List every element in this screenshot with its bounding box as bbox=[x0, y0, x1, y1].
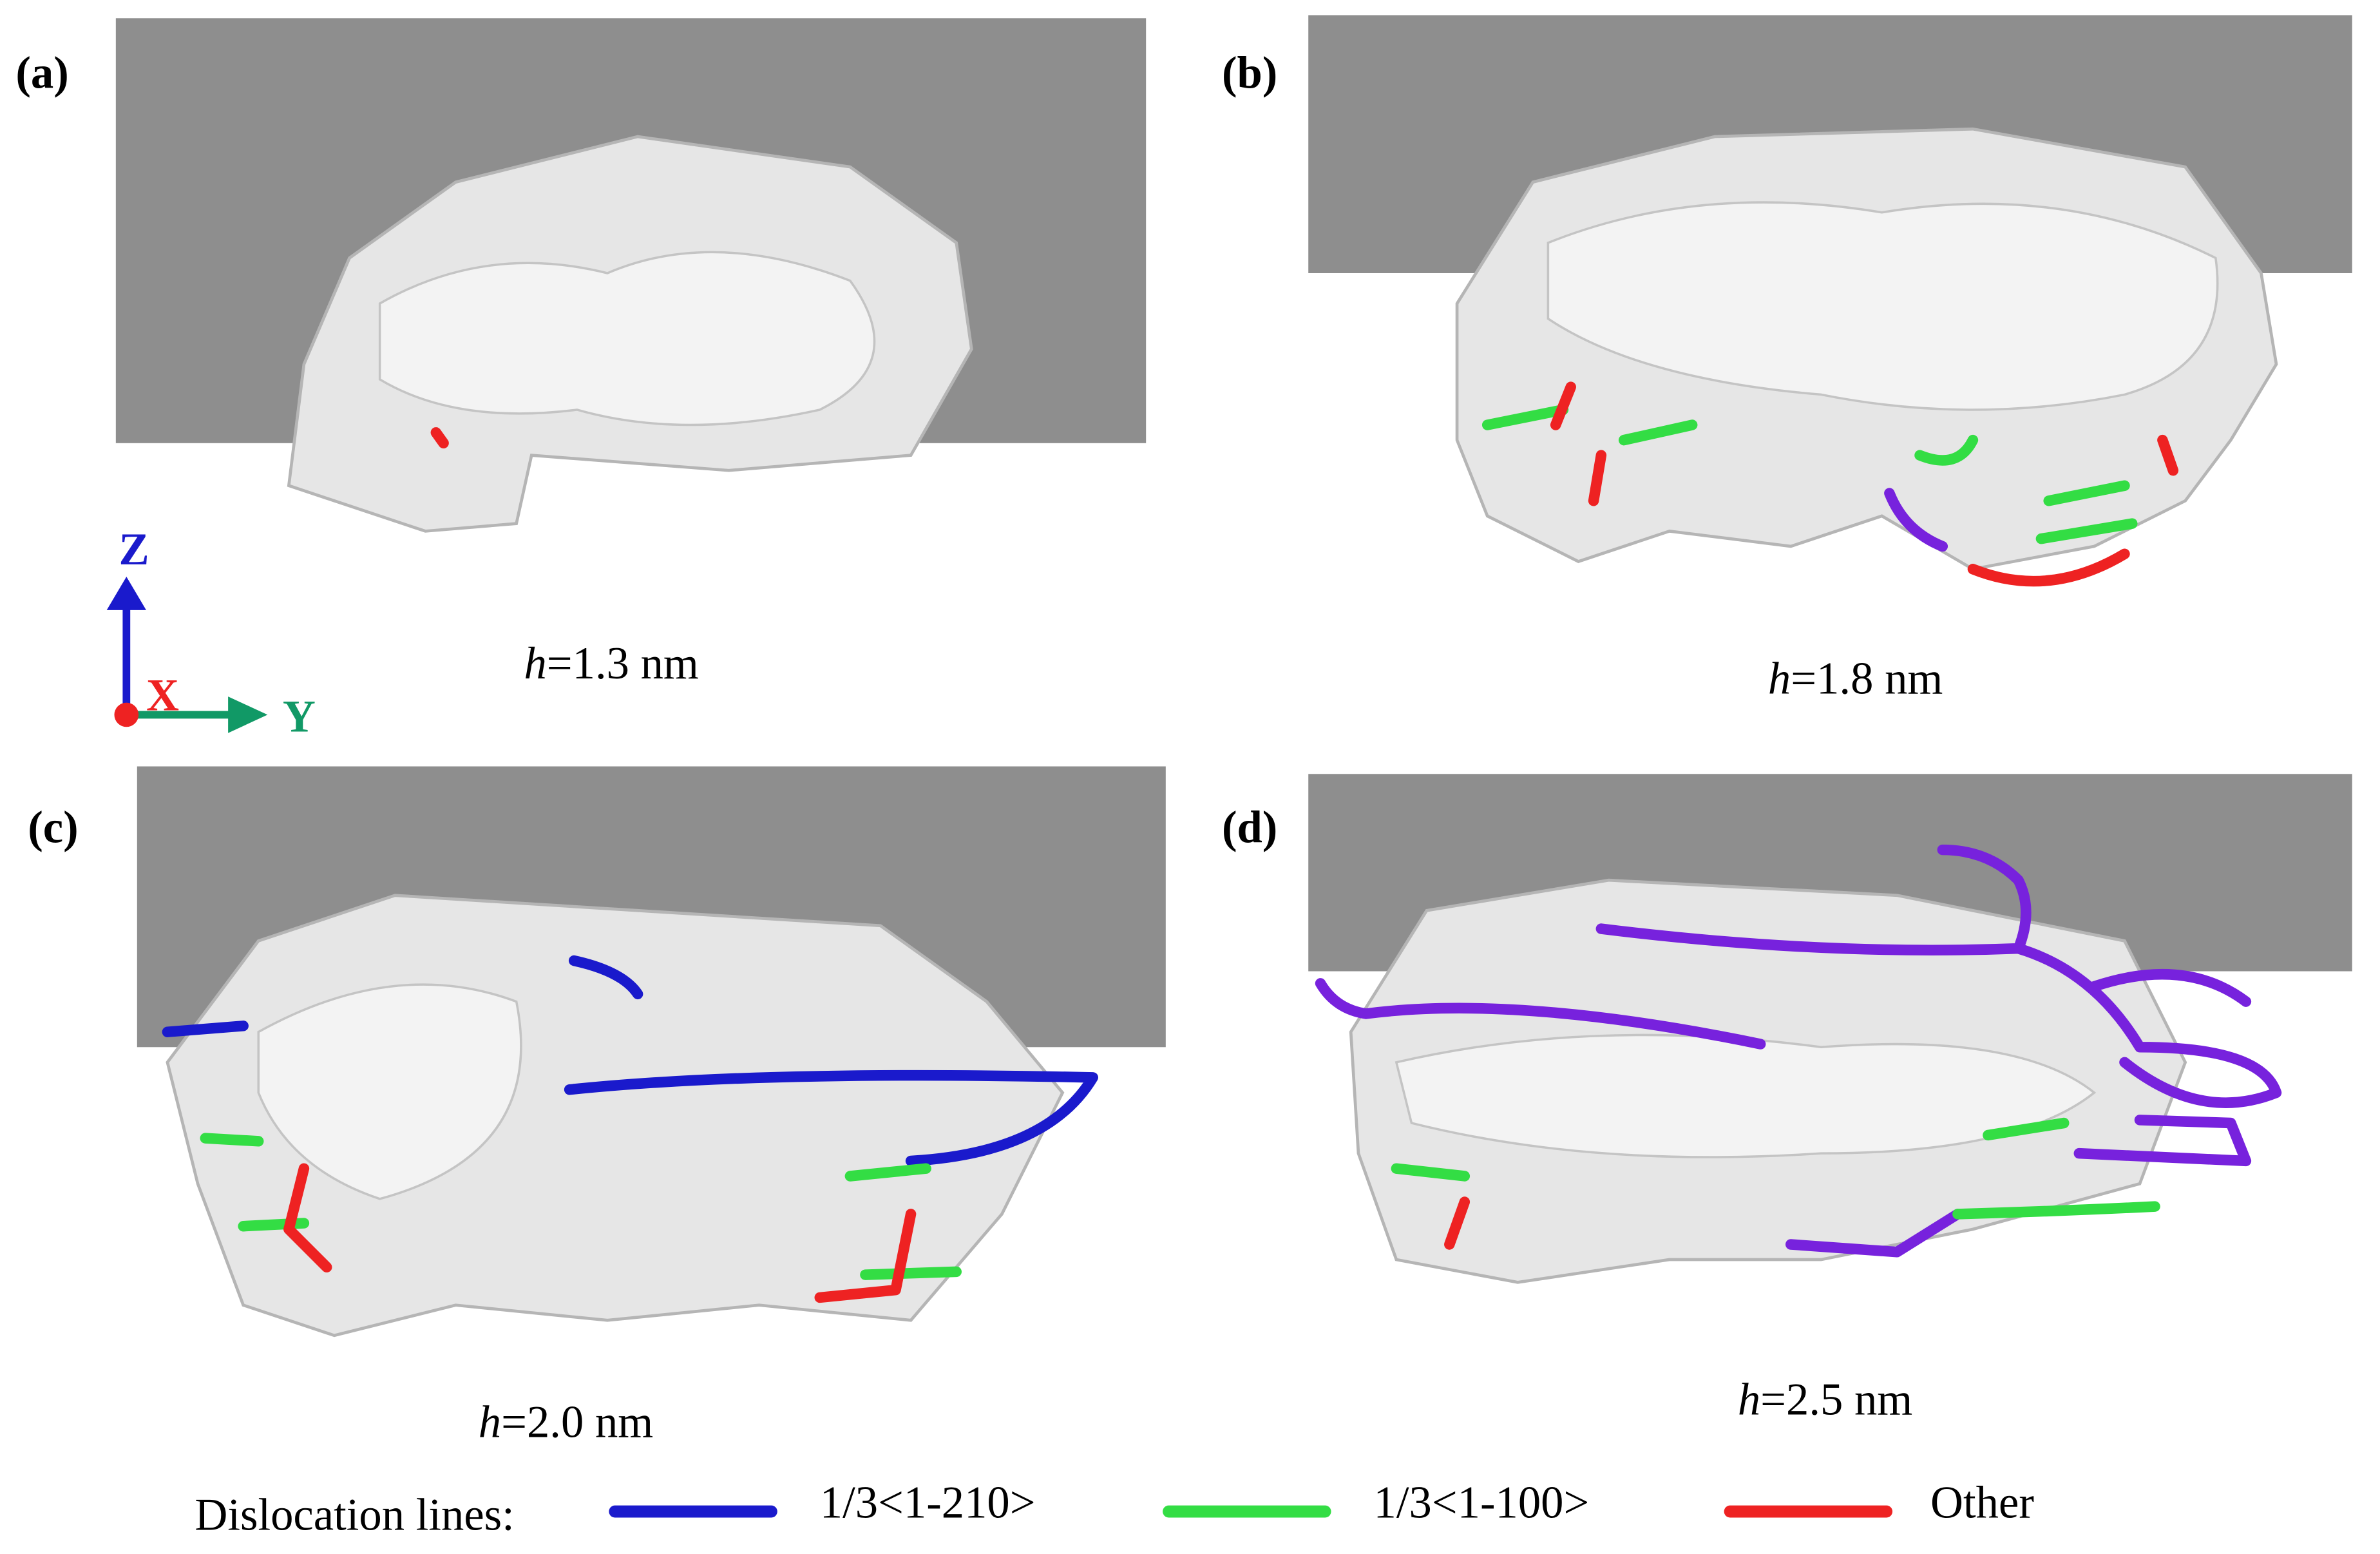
panel-caption: h=1.3 nm bbox=[524, 638, 698, 689]
panel-b: (b) h=1.8 nm bbox=[1222, 15, 2352, 704]
legend: Dislocation lines: 1/3<1-210> 1/3<1-100> O… bbox=[195, 1477, 2034, 1540]
panel-label: (a) bbox=[15, 48, 68, 99]
y-axis-label: Y bbox=[283, 691, 316, 742]
dislocation-line bbox=[1444, 1196, 1471, 1250]
dislocation-line bbox=[1481, 404, 2138, 544]
panel-label: (c) bbox=[28, 802, 78, 852]
panel-caption: h=2.0 nm bbox=[479, 1397, 653, 1448]
legend-label: Other bbox=[1930, 1477, 2034, 1528]
caption-variable: h bbox=[1768, 653, 1791, 704]
panel-label: (d) bbox=[1222, 802, 1277, 852]
panel-caption: h=1.8 nm bbox=[1768, 653, 1943, 704]
y-arrow-head bbox=[228, 696, 268, 733]
caption-variable: h bbox=[1738, 1374, 1760, 1424]
surface-blob bbox=[378, 251, 876, 427]
legend-label: 1/3<1-210> bbox=[820, 1477, 1036, 1528]
panel-label: (b) bbox=[1222, 48, 1277, 99]
axis-triad: Z X Y bbox=[106, 524, 316, 742]
caption-text: =1.8 nm bbox=[1791, 653, 1943, 704]
legend-title: Dislocation lines: bbox=[195, 1490, 515, 1540]
panel-a: (a) h=1.3 nm bbox=[15, 18, 1147, 689]
dislocation-line bbox=[1315, 844, 2282, 1258]
z-arrow-head bbox=[106, 577, 146, 610]
x-axis-label: X bbox=[146, 670, 179, 720]
dislocation-line bbox=[283, 1163, 917, 1303]
x-axis-dot bbox=[114, 702, 139, 727]
panel-c: (c) h=2.0 nm bbox=[28, 766, 1166, 1448]
caption-variable: h bbox=[524, 638, 546, 689]
caption-text: =2.5 nm bbox=[1760, 1374, 1912, 1424]
dislocation-line bbox=[1884, 488, 1948, 552]
z-axis-label: Z bbox=[119, 524, 149, 575]
legend-label: 1/3<1-100> bbox=[1374, 1477, 1590, 1528]
dislocation-line bbox=[162, 955, 1098, 1167]
panel-d: (d) h=2.5 nm bbox=[1222, 774, 2352, 1424]
dislocation-line bbox=[430, 427, 449, 449]
caption-text: =1.3 nm bbox=[547, 638, 699, 689]
caption-text: =2.0 nm bbox=[501, 1397, 653, 1448]
surface-blob bbox=[257, 983, 522, 1200]
surface-blob bbox=[1547, 201, 2219, 411]
dislocation-line bbox=[1550, 381, 2179, 587]
dislocation-line bbox=[200, 1133, 962, 1280]
surface-blob bbox=[1395, 1033, 2097, 1158]
panel-caption: h=2.5 nm bbox=[1738, 1374, 1912, 1424]
dislocation-line bbox=[1391, 1117, 2160, 1220]
caption-variable: h bbox=[479, 1397, 501, 1448]
